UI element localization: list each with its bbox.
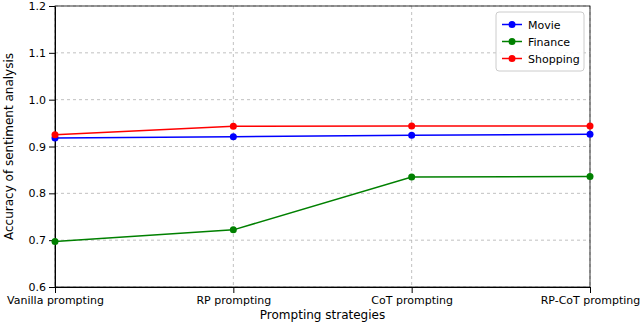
y-tick: 1.1	[29, 47, 56, 60]
y-tick-label: 1.1	[29, 47, 47, 60]
y-tick: 0.8	[29, 187, 56, 200]
y-tick-mark	[49, 100, 55, 101]
series-point	[408, 173, 415, 180]
y-tick: 0.9	[29, 141, 56, 154]
y-tick: 1.2	[29, 0, 56, 13]
series-point	[230, 133, 237, 140]
grid-line	[233, 6, 234, 287]
x-tick-label: Vanilla prompting	[7, 294, 104, 307]
series-group	[52, 122, 594, 245]
x-tick-mark	[233, 287, 234, 293]
grid-line	[55, 240, 590, 241]
x-axis-line	[56, 287, 591, 288]
y-tick-label: 0.6	[29, 281, 47, 294]
x-tick-mark	[590, 287, 591, 293]
y-tick: 0.7	[29, 234, 56, 247]
x-tick-label: RP-CoT prompting	[541, 294, 640, 307]
series-point	[408, 132, 415, 139]
grid-line	[411, 6, 412, 287]
y-tick-mark	[49, 193, 55, 194]
series-line	[55, 134, 590, 138]
x-tick: RP prompting	[196, 287, 271, 307]
y-tick: 1.0	[29, 94, 56, 107]
series-point	[52, 238, 59, 245]
series-point	[587, 131, 594, 138]
x-tick-label: CoT prompting	[371, 294, 453, 307]
series-point	[587, 122, 594, 129]
grid	[55, 6, 590, 287]
legend-marker	[509, 38, 516, 45]
y-tick-mark	[49, 287, 55, 288]
legend-marker	[509, 21, 516, 28]
grid-line	[55, 146, 590, 147]
x-tick: CoT prompting	[371, 287, 453, 307]
y-tick-label: 1.2	[29, 0, 47, 13]
x-axis-title: Prompting strategies	[260, 308, 385, 322]
chart: Vanilla prompting RP prompting CoT prompti…	[0, 0, 640, 323]
legend-label: Movie	[528, 19, 561, 32]
y-axis-title: Accuracy of sentiment analysis	[2, 53, 16, 240]
y-tick-mark	[49, 6, 55, 7]
y-tick-mark	[49, 147, 55, 148]
y-tick-mark	[49, 53, 55, 54]
series-line	[55, 176, 590, 241]
y-tick-label: 0.7	[29, 234, 47, 247]
y-axis: 0.6 0.7 0.8 0.9 1.0 1.1 1.2	[29, 0, 56, 294]
x-tick-mark	[412, 287, 413, 293]
x-tick-label: RP prompting	[196, 294, 271, 307]
legend-frame	[496, 12, 584, 71]
grid-line	[55, 193, 590, 194]
plot: Vanilla prompting RP prompting CoT prompti…	[7, 0, 640, 307]
y-tick-label: 1.0	[29, 94, 47, 107]
grid-line	[55, 99, 590, 100]
x-tick-mark	[55, 287, 56, 293]
series-point	[230, 226, 237, 233]
y-tick: 0.6	[29, 281, 56, 294]
y-tick-label: 0.9	[29, 141, 47, 154]
y-tick-label: 0.8	[29, 187, 47, 200]
series-line	[55, 126, 590, 135]
series-point	[52, 131, 59, 138]
y-axis-line	[55, 7, 56, 288]
legend-marker	[509, 55, 516, 62]
series-point	[587, 173, 594, 180]
legend-label: Shopping	[528, 53, 580, 66]
series-point	[230, 123, 237, 130]
legend: Movie Finance Shopping	[496, 12, 584, 71]
x-tick: RP-CoT prompting	[541, 287, 640, 307]
x-tick: Vanilla prompting	[7, 287, 104, 307]
series-point	[408, 122, 415, 129]
x-axis: Vanilla prompting RP prompting CoT prompti…	[7, 287, 640, 307]
legend-label: Finance	[528, 36, 570, 49]
plot-frame	[55, 6, 590, 287]
